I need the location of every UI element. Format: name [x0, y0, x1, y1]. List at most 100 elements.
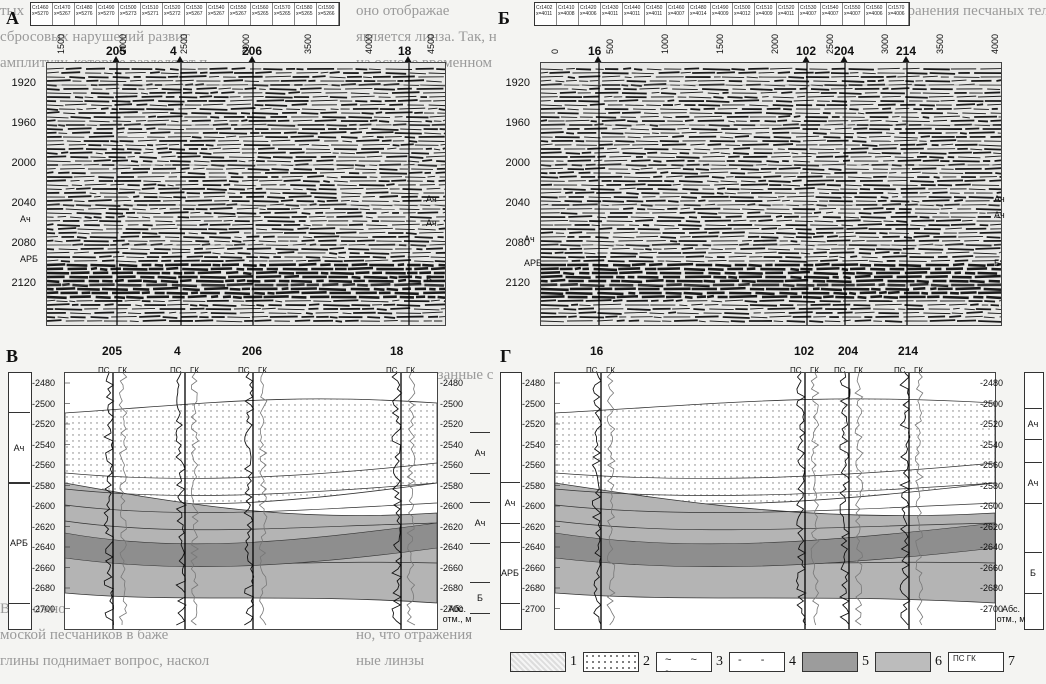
seismic-reflector — [813, 251, 827, 254]
seismic-reflector — [730, 320, 745, 323]
seismic-reflector — [588, 196, 612, 199]
seismic-reflector — [871, 287, 881, 291]
seismic-reflector — [627, 136, 641, 139]
seismic-reflector — [594, 151, 620, 154]
seismic-reflector — [133, 195, 140, 198]
depth-tick: -2580 — [522, 480, 546, 491]
seismic-reflector — [843, 151, 867, 154]
seismic-reflector — [715, 263, 732, 268]
seismic-reflector — [744, 300, 758, 303]
horizon-label: АРБ — [524, 258, 542, 268]
dark-layer — [65, 522, 437, 568]
panel-a-seismic-svg — [47, 63, 445, 325]
seismic-reflector — [678, 224, 702, 227]
seismic-reflector — [277, 251, 295, 254]
seismic-reflector — [61, 71, 81, 74]
seismic-reflector — [66, 140, 81, 143]
seismic-reflector — [568, 215, 593, 218]
panel-b-horizons-left: Ач АРБ — [524, 62, 554, 324]
seismic-reflector — [815, 196, 842, 199]
seismic-reflector — [196, 87, 217, 90]
seismic-reflector — [850, 255, 858, 258]
log-label: ГК — [810, 366, 819, 375]
seismic-reflector — [47, 160, 71, 163]
seismic-reflector — [124, 299, 141, 302]
seismic-reflector — [47, 303, 70, 306]
seismic-reflector — [392, 223, 420, 226]
seismic-reflector — [340, 187, 364, 190]
depth-tick: -2620 — [440, 521, 464, 532]
seismic-reflector — [126, 256, 145, 259]
seismic-reflector — [275, 300, 283, 303]
seismic-reflector — [680, 207, 691, 210]
seismic-reflector — [667, 262, 694, 267]
seismic-reflector — [749, 304, 778, 307]
seismic-reflector — [678, 180, 703, 183]
seismic-reflector — [414, 236, 433, 239]
seismic-reflector — [952, 160, 980, 163]
seismic-reflector — [138, 192, 158, 195]
seismic-reflector — [306, 148, 330, 151]
seismic-reflector — [819, 300, 841, 303]
time-tick: 2040 — [505, 197, 530, 209]
seismic-reflector — [826, 235, 838, 238]
seismic-reflector — [179, 96, 198, 99]
seismic-reflector — [755, 251, 777, 254]
seismic-reflector — [566, 80, 577, 82]
seismic-reflector — [782, 184, 801, 187]
seismic-reflector — [688, 216, 698, 219]
depth-tick: -2680 — [980, 583, 1004, 593]
seismic-reflector — [131, 308, 156, 310]
seismic-reflector — [291, 103, 308, 106]
seismic-reflector — [185, 199, 212, 202]
seismic-reflector — [364, 252, 390, 255]
seismic-reflector — [329, 252, 338, 255]
seismic-reflector — [171, 171, 186, 174]
seismic-reflector — [672, 148, 691, 151]
seismic-reflector — [400, 128, 422, 131]
seismic-reflector — [358, 127, 369, 130]
seismic-reflector — [850, 119, 869, 122]
seismic-reflector — [60, 260, 71, 263]
seismic-reflector — [210, 116, 220, 119]
seismic-reflector — [351, 200, 359, 202]
seismic-reflector — [350, 92, 370, 95]
seismic-reflector — [301, 239, 315, 242]
seismic-reflector — [683, 291, 703, 296]
seismic-reflector — [326, 176, 338, 179]
layer-boundary — [65, 482, 437, 496]
seismic-reflector — [168, 144, 180, 146]
seismic-reflector — [602, 200, 625, 203]
header-cell: Cr1590 x=5266 — [317, 3, 339, 25]
seismic-reflector — [567, 159, 592, 162]
seismic-reflector — [271, 139, 291, 142]
depth-tick: -2560 — [32, 460, 56, 470]
panel-v-formations-left: Ач АРБ — [8, 372, 30, 628]
seismic-reflector — [966, 267, 988, 271]
seismic-reflector — [137, 139, 157, 142]
seismic-reflector — [390, 307, 411, 310]
seismic-reflector — [565, 291, 593, 295]
seismic-reflector — [766, 199, 781, 202]
seismic-reflector — [342, 312, 352, 315]
seismic-reflector — [359, 208, 370, 211]
seismic-reflector — [913, 232, 940, 235]
depth-tick: -2580 — [32, 480, 56, 491]
seismic-reflector — [104, 72, 113, 75]
seismic-reflector — [663, 299, 674, 302]
seismic-reflector — [267, 160, 291, 163]
seismic-reflector — [311, 144, 329, 147]
seismic-reflector — [412, 251, 431, 254]
seismic-reflector — [670, 240, 678, 243]
seismic-reflector — [541, 219, 569, 222]
seismic-reflector — [576, 68, 592, 71]
legend-number: 2 — [643, 654, 650, 669]
seismic-reflector — [681, 131, 697, 134]
seismic-reflector — [251, 315, 269, 318]
panel-a-wells: 205 4 206 18 — [0, 42, 460, 63]
time-tick: 1920 — [505, 77, 530, 89]
seismic-reflector — [872, 147, 897, 150]
seismic-reflector — [277, 308, 305, 311]
seismic-reflector — [624, 311, 647, 314]
seismic-reflector — [624, 176, 651, 179]
